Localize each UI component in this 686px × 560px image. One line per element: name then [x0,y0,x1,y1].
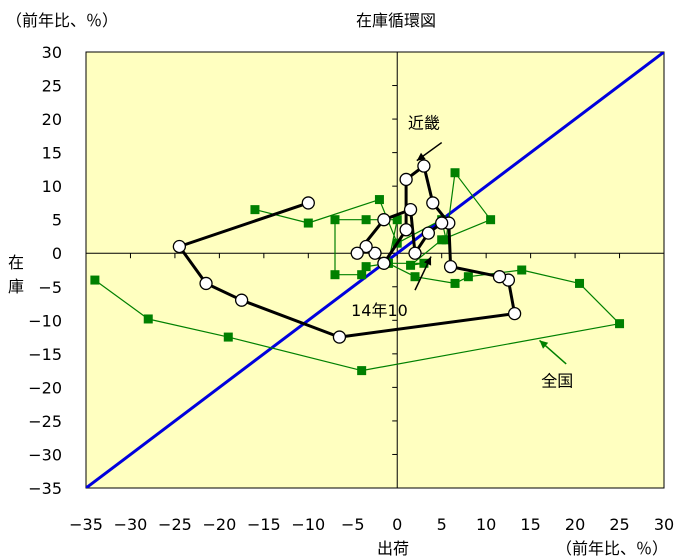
data-point [350,246,364,260]
data-point [359,239,373,254]
data-point [223,332,233,342]
data-point [368,246,382,260]
arrow-latest [414,256,432,291]
data-point [615,319,625,329]
data-point [403,202,418,217]
data-point [361,262,371,272]
arrow-national [539,339,567,365]
arrow-head [424,256,432,266]
y-tick-label: −5 [38,278,62,297]
x-axis-title: 出荷 [377,539,409,558]
arrow-head [416,152,426,161]
data-point [450,168,460,178]
data-point [443,259,458,274]
x-tick-label: −10 [291,515,325,534]
data-point [486,215,496,225]
x-tick-label: 25 [609,515,629,534]
y-axis-title-char-1: 在 [8,253,24,272]
data-point [301,196,315,210]
x-tick-label: 10 [476,515,496,534]
data-point [410,272,420,282]
x-tick-label: 5 [437,515,447,534]
data-point [392,215,402,225]
data-point [517,265,527,275]
y-tick-label: 20 [42,110,62,129]
y-tick-label: −35 [28,479,62,498]
data-point [507,306,522,321]
data-point [330,270,340,280]
data-point [332,330,347,344]
x-tick-label: 0 [392,515,402,534]
y-tick-label: 30 [42,43,62,62]
arrow-head [539,340,549,349]
y-axis-title-char-2: 庫 [8,277,24,296]
data-point [435,216,449,230]
series-kinki [172,159,522,344]
y-tick-label: 0 [52,244,62,263]
y-axis-title: 在 庫 [8,253,24,296]
y-tick-label: −10 [28,311,62,330]
annotation-label: 14年10 [351,301,408,320]
data-point [492,270,507,284]
x-tick-label: −35 [69,515,103,534]
data-point [377,213,391,227]
data-point [406,260,416,270]
x-tick-label: −15 [247,515,281,534]
y-tick-label: 25 [42,77,62,96]
data-point [250,205,260,215]
x-tick-label: 15 [520,515,540,534]
data-point [419,258,429,268]
data-point [90,275,100,285]
data-point [426,196,440,210]
data-point [575,278,585,288]
data-point [143,314,153,324]
data-point [399,223,413,237]
data-point [303,218,313,228]
y-tick-label: 15 [42,144,62,163]
annotation-label: 全国 [541,372,573,391]
reference-line-45deg [86,52,664,488]
data-point [172,239,187,254]
data-point [450,278,460,288]
y-tick-label: −20 [28,378,62,397]
data-point [377,256,391,270]
x-tick-label: −20 [203,515,237,534]
x-unit-label: （前年比、％） [556,539,668,558]
y-tick-label: −15 [28,345,62,364]
y-unit-label: （前年比、％） [6,11,118,30]
y-tick-label: 10 [42,177,62,196]
data-point [357,366,367,376]
annotation-label: 近畿 [408,113,440,132]
chart-title: 在庫循環図 [356,11,436,30]
x-tick-label: 20 [565,515,585,534]
data-point [361,215,371,225]
data-point [437,235,447,245]
arrow-kinki [416,141,443,162]
data-point [421,226,436,240]
y-tick-label: −25 [28,412,62,431]
x-tick-label: −5 [341,515,365,534]
data-point [374,195,384,205]
data-point [417,159,431,173]
x-tick-label: 30 [654,515,674,534]
data-point [399,172,413,187]
y-tick-label: 5 [52,211,62,230]
x-tick-label: −25 [158,515,192,534]
data-point [330,215,340,225]
x-tick-label: −30 [114,515,148,534]
data-point [408,246,422,260]
data-point [199,276,213,291]
data-point [234,293,249,307]
y-tick-label: −30 [28,445,62,464]
data-point [357,270,367,280]
data-point [463,272,473,282]
